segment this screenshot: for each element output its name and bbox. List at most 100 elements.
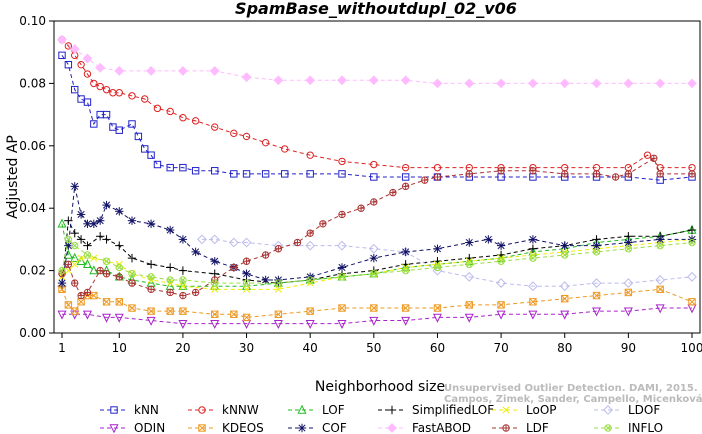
data-point-odin — [57, 310, 67, 320]
data-point-ldf — [128, 279, 136, 287]
data-point-inflo — [338, 273, 346, 281]
series-kdeos — [58, 285, 696, 322]
data-point-ldof — [655, 275, 666, 285]
data-point-inflo — [58, 266, 66, 275]
data-point-cof — [102, 200, 111, 210]
legend-item-ldof: LDOF — [594, 403, 660, 417]
plot-area — [57, 34, 697, 329]
data-point-fastabod — [591, 78, 602, 89]
data-point-knn — [230, 170, 238, 178]
data-point-fastabod — [69, 44, 80, 54]
data-point-simplifiedlof — [127, 253, 137, 263]
data-point-kdeos — [179, 307, 187, 315]
data-point-fastabod — [57, 34, 67, 45]
data-point-knnw — [179, 114, 187, 122]
data-point-cof — [76, 210, 86, 219]
data-point-odin — [102, 313, 112, 323]
legend-marker-fastabod — [387, 423, 397, 433]
x-tick-label: 100 — [681, 341, 702, 355]
data-point-kdeos — [71, 307, 79, 315]
legend-item-fastabod: FastABOD — [378, 421, 471, 434]
data-point-fastabod — [241, 72, 252, 83]
data-point-ldf — [166, 288, 174, 297]
data-point-ldf — [611, 173, 620, 181]
data-point-ldf — [624, 170, 633, 178]
data-point-kdeos — [624, 288, 633, 297]
data-point-inflo — [306, 276, 314, 284]
legend-item-inflo: INFLO — [594, 421, 663, 434]
data-point-simplifiedlof — [146, 260, 156, 269]
data-point-knnw — [83, 70, 92, 78]
legend-marker-knn — [110, 406, 118, 414]
data-point-inflo — [688, 238, 696, 247]
legend-item-loop: LoOP — [492, 403, 557, 417]
data-point-inflo — [561, 251, 569, 259]
data-point-fastabod — [432, 78, 443, 89]
data-point-simplifiedlof — [102, 235, 111, 244]
series-line-kdeos — [61, 288, 693, 318]
data-point-inflo — [242, 279, 251, 287]
data-point-ldf — [656, 170, 664, 178]
data-point-loop — [64, 267, 72, 275]
data-point-ldf — [338, 210, 346, 219]
data-point-knnw — [64, 42, 73, 50]
data-point-odin — [560, 310, 570, 320]
data-point-lof — [89, 265, 99, 275]
legend-label: kNNW — [222, 403, 259, 417]
data-point-ldof — [228, 237, 239, 248]
data-point-odin — [337, 319, 347, 329]
data-point-fastabod — [114, 66, 125, 76]
data-point-ldf — [179, 291, 187, 300]
x-tick-label: 50 — [366, 341, 381, 355]
data-point-kdeos — [529, 298, 537, 306]
data-point-cof — [465, 238, 474, 247]
y-tick-label: 0.08 — [19, 76, 46, 90]
data-point-knnw — [166, 107, 174, 116]
data-point-fastabod — [496, 78, 506, 89]
data-point-kdeos — [465, 301, 473, 309]
data-point-ldof — [337, 240, 347, 251]
data-point-kdeos — [90, 291, 98, 300]
data-point-kdeos — [592, 291, 601, 300]
data-point-fastabod — [528, 78, 538, 89]
watermark-line-2: Campos, Zimek, Sander, Campello, Micenko… — [444, 393, 702, 405]
data-point-fastabod — [273, 75, 284, 86]
data-point-knnw — [96, 82, 104, 91]
data-point-knn — [401, 173, 410, 181]
x-tick-label: 20 — [175, 341, 190, 355]
data-point-ldf — [71, 279, 79, 287]
data-point-fastabod — [368, 75, 379, 86]
data-point-ldof — [496, 278, 506, 288]
data-point-knn — [109, 123, 117, 131]
data-point-inflo — [128, 270, 136, 278]
legend-item-knn: kNN — [100, 403, 159, 417]
data-point-ldof — [623, 278, 634, 288]
data-point-ldof — [241, 237, 252, 248]
data-point-cof — [337, 263, 347, 272]
data-point-kdeos — [166, 307, 174, 315]
data-point-cof — [484, 235, 493, 244]
data-point-fastabod — [559, 78, 570, 89]
data-point-odin — [496, 310, 506, 320]
data-point-odin — [146, 316, 156, 326]
series-line-cof — [61, 186, 692, 284]
data-point-knn — [153, 160, 162, 169]
data-point-knn — [115, 126, 123, 134]
data-point-simplifiedlof — [95, 232, 105, 241]
y-tick-label: 0.10 — [19, 14, 46, 28]
data-point-ldf — [306, 229, 314, 237]
data-point-knnw — [153, 104, 162, 113]
data-point-kdeos — [274, 310, 283, 318]
data-point-kdeos — [230, 310, 238, 318]
data-point-knn — [77, 95, 85, 103]
data-point-cof — [624, 238, 633, 247]
x-tick-label: 90 — [621, 341, 636, 355]
data-point-ldf — [64, 260, 73, 269]
y-tick-label: 0.00 — [19, 326, 46, 340]
data-point-kdeos — [338, 304, 346, 312]
series-line-loop — [61, 238, 693, 290]
data-point-simplifiedlof — [687, 225, 697, 235]
data-point-cof — [115, 207, 124, 216]
data-point-knnw — [242, 132, 251, 141]
data-point-cof — [528, 235, 538, 244]
